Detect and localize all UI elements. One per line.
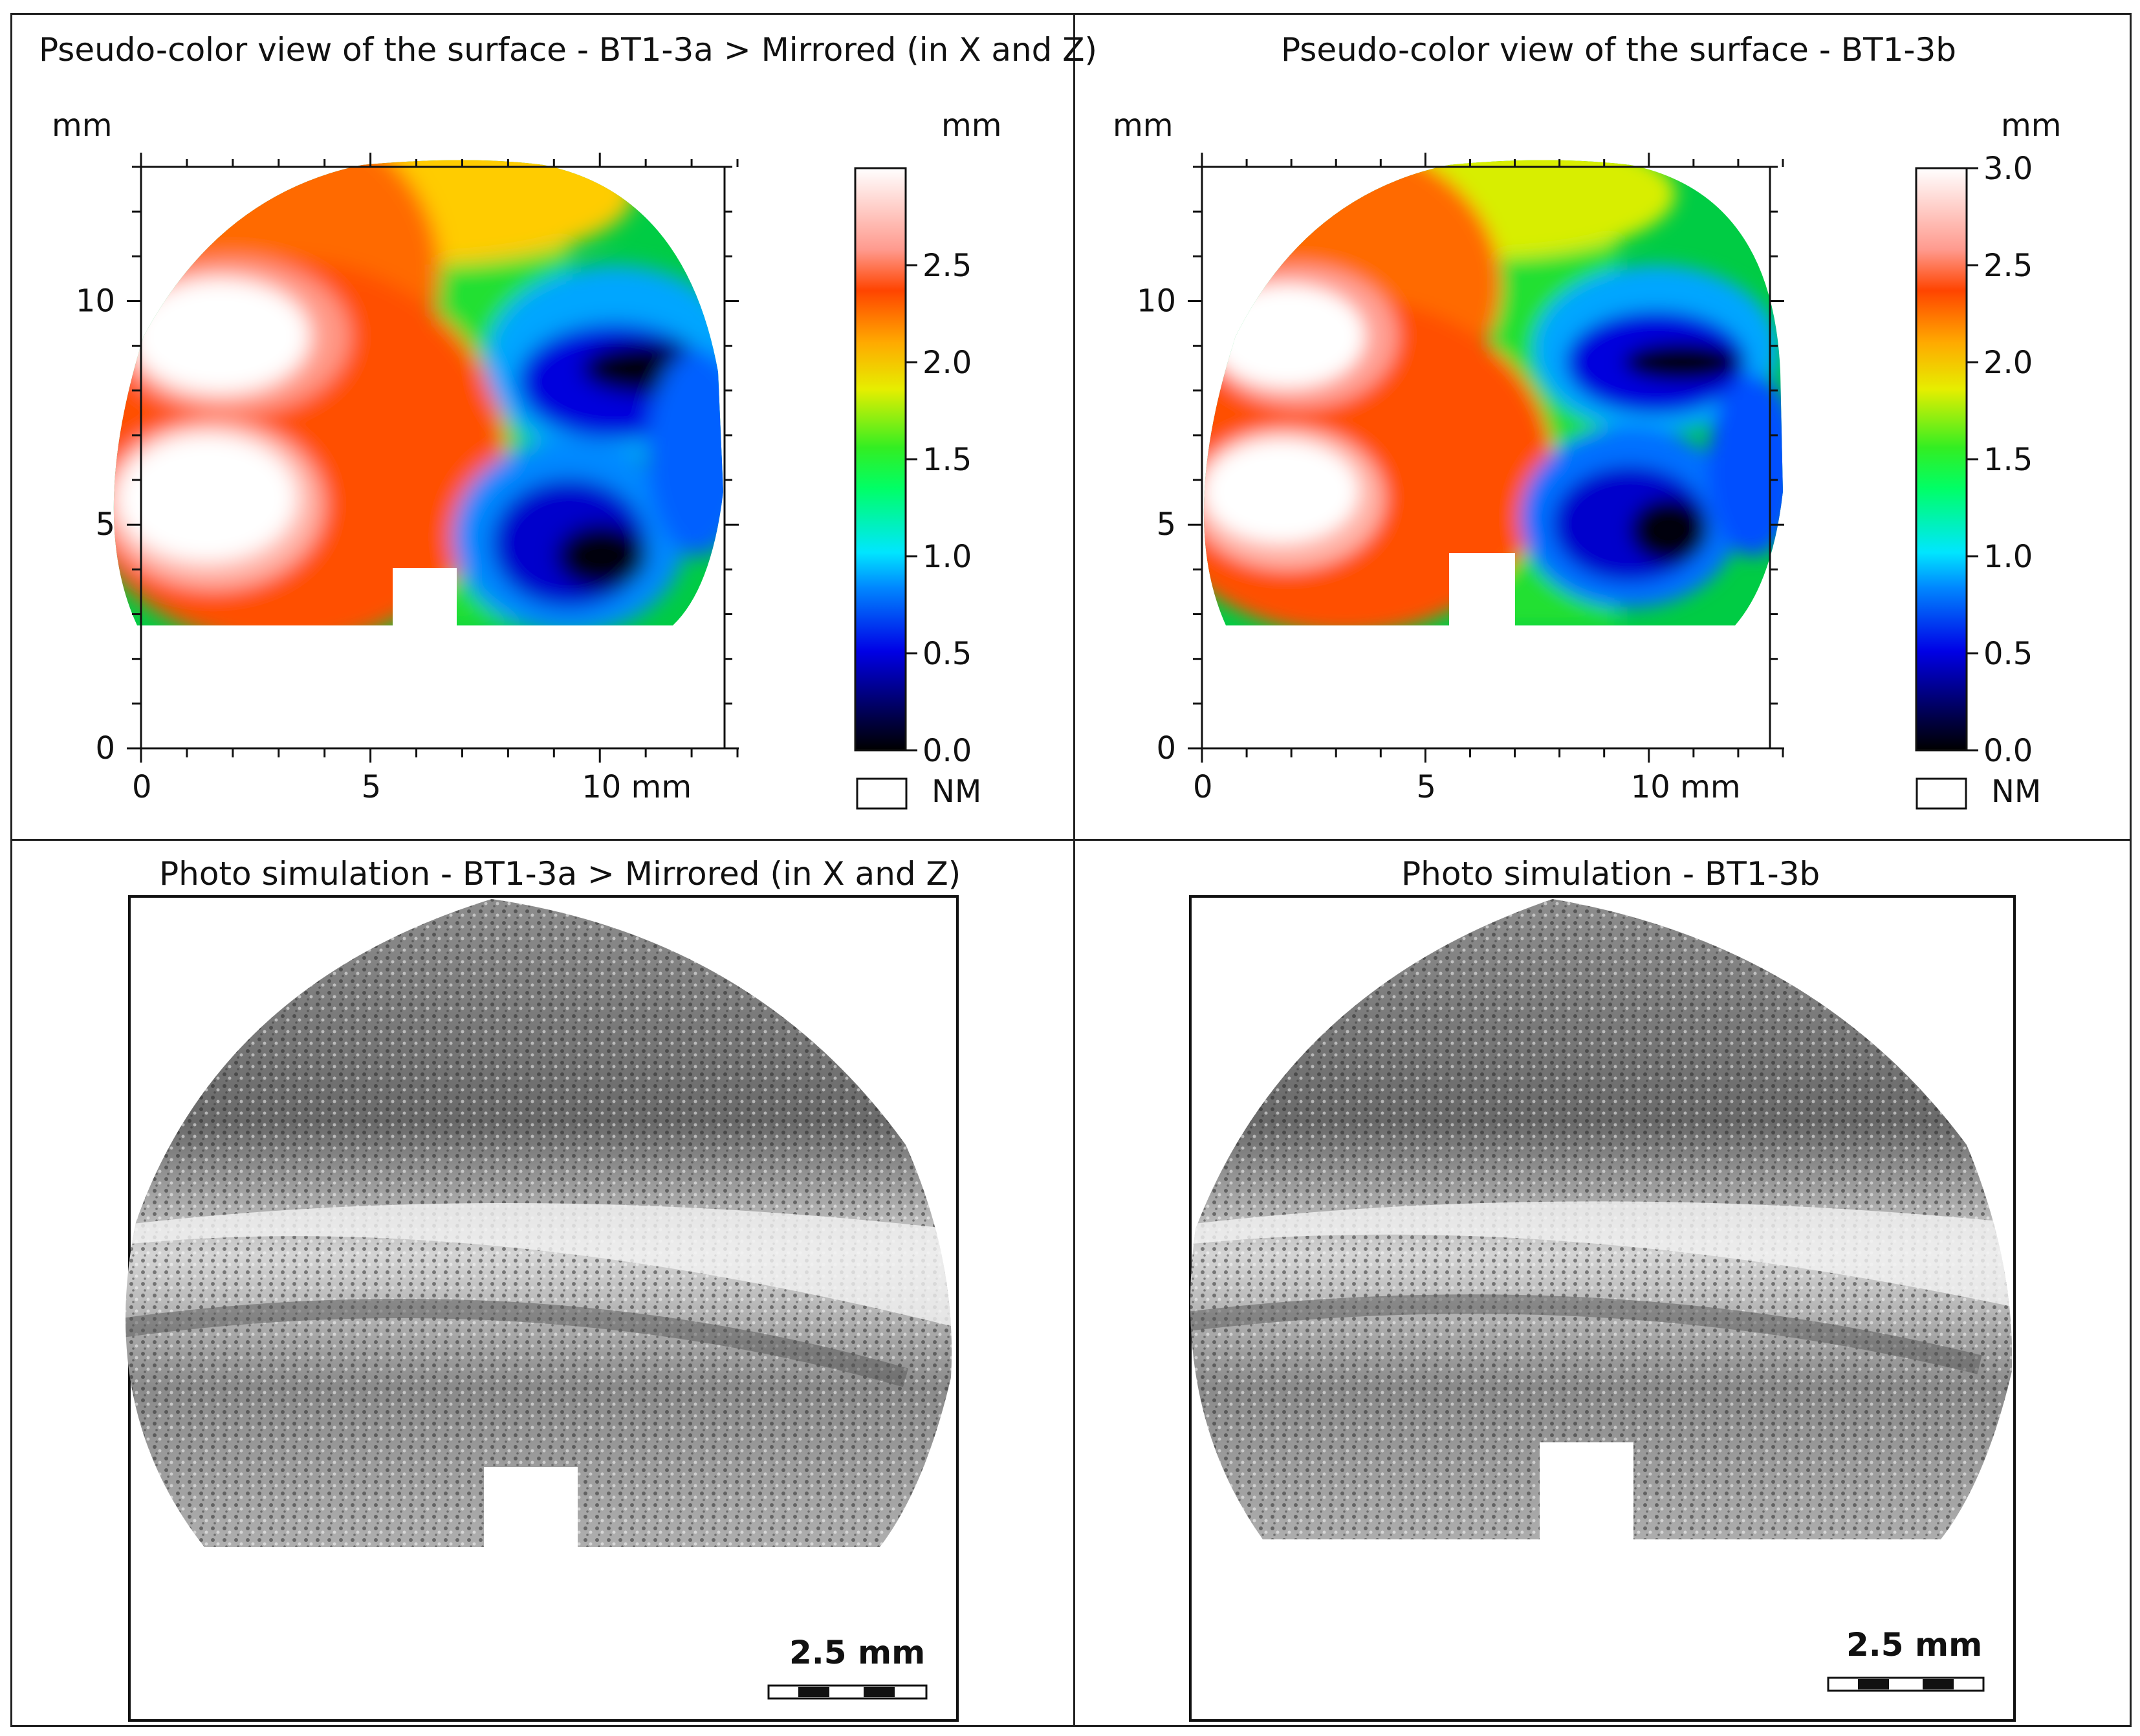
y-tick-label-1-2: 10: [1137, 283, 1176, 319]
y-tick-label-0-2: 10: [76, 283, 115, 319]
nm-legend-label-0: NM: [932, 774, 981, 810]
colorbar-a: [854, 167, 907, 752]
nm-legend-box-b: [1916, 777, 1967, 810]
colorbar-tick-label-0-1: 0.5: [923, 636, 972, 672]
x-tick-label-0-0: 0: [132, 769, 152, 805]
y-tick-label-1-1: 5: [1156, 506, 1176, 543]
colorbar-tick-label-1-2: 1.0: [1983, 539, 2033, 575]
nm-legend-box-a: [856, 777, 908, 810]
x-tick-label-1-0: 0: [1193, 769, 1213, 805]
x-tick-label-0-1: 5: [362, 769, 382, 805]
colorbar-unit-0: mm: [941, 107, 1002, 144]
y-tick-label-1-0: 0: [1156, 730, 1176, 766]
panel-title-b-photo: Photo simulation - BT1-3b: [1401, 855, 1820, 893]
colorbar-tick-label-0-2: 1.0: [923, 539, 972, 575]
colorbar-b: [1915, 167, 1968, 752]
colorbar-tick-label-1-1: 0.5: [1983, 636, 2033, 672]
colorbar-tick-label-1-4: 2.0: [1983, 345, 2033, 381]
scale-bar-b: [1827, 1676, 1985, 1692]
y-tick-label-0-1: 5: [95, 506, 115, 543]
colorbar-unit-1: mm: [2001, 107, 2062, 144]
colorbar-tick-label-0-4: 2.0: [923, 345, 972, 381]
scale-label-b: 2.5 mm: [1846, 1626, 1983, 1664]
nm-legend-label-1: NM: [1991, 774, 2041, 810]
scale-label-a: 2.5 mm: [789, 1634, 926, 1671]
panel-title-a-color: Pseudo-color view of the surface - BT1-3…: [39, 31, 1098, 69]
colorbar-tick-label-1-3: 1.5: [1983, 442, 2033, 478]
y-tick-label-0-0: 0: [95, 730, 115, 766]
colorbar-tick-label-0-5: 2.5: [923, 248, 972, 284]
x-tick-label-0-2: 10 mm: [582, 769, 692, 805]
panel-frame-bottom-right: [1073, 839, 2132, 1727]
colorbar-tick-label-1-6: 3.0: [1983, 151, 2033, 187]
scale-bar-a: [767, 1684, 928, 1700]
colorbar-tick-label-0-3: 1.5: [923, 442, 972, 478]
surface-map-b: [1203, 160, 1783, 625]
colorbar-tick-label-1-5: 2.5: [1983, 248, 2033, 284]
y-axis-unit-0: mm: [52, 107, 113, 144]
colorbar-tick-label-1-0: 0.0: [1983, 733, 2033, 769]
panel-title-a-photo: Photo simulation - BT1-3a > Mirrored (in…: [159, 855, 961, 893]
x-tick-label-1-2: 10 mm: [1631, 769, 1741, 805]
x-tick-label-1-1: 5: [1416, 769, 1436, 805]
panel-title-b-color: Pseudo-color view of the surface - BT1-3…: [1281, 31, 1957, 69]
y-axis-unit-1: mm: [1113, 107, 1174, 144]
colorbar-tick-label-0-0: 0.0: [923, 733, 972, 769]
